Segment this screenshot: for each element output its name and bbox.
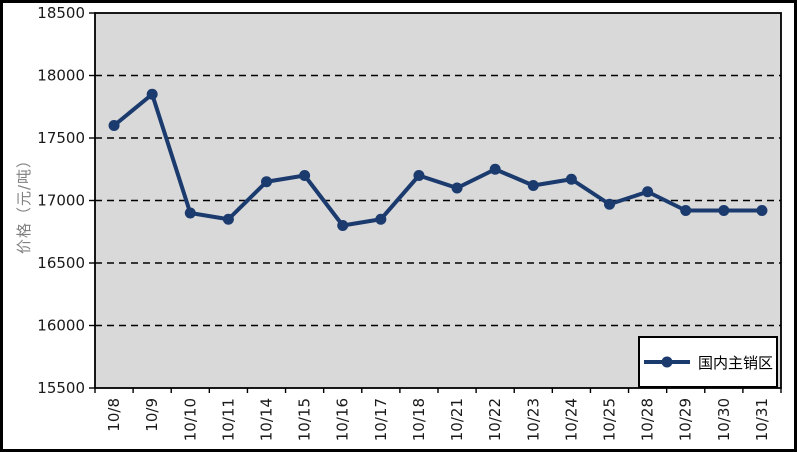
data-point-marker [299, 170, 311, 181]
x-tick-label: 10/25 [601, 398, 619, 441]
x-tick-label: 10/31 [753, 398, 771, 441]
y-tick-label: 17500 [37, 129, 85, 147]
price-line-chart: 15500 16000 16500 17000 17500 18000 18500 10/8 1… [37, 4, 782, 441]
x-tick-label: 10/16 [334, 398, 352, 441]
x-tick-label: 10/17 [372, 398, 390, 441]
x-tick-label: 10/29 [677, 398, 695, 441]
data-point-marker [642, 186, 654, 198]
x-tick-label: 10/24 [562, 398, 580, 441]
y-tick-label: 18000 [37, 67, 85, 85]
data-point-marker [108, 120, 120, 131]
data-point-marker [527, 180, 539, 191]
data-point-marker [222, 213, 234, 225]
x-tick-label: 10/10 [181, 398, 199, 441]
x-tick-label: 10/21 [448, 398, 466, 441]
data-point-marker [565, 173, 577, 185]
y-tick-label: 16000 [37, 317, 85, 335]
y-tick-label: 15500 [37, 379, 85, 397]
legend: 国内主销区 [638, 336, 778, 388]
x-tick-label: 10/28 [639, 398, 657, 441]
x-tick-label: 10/9 [143, 398, 161, 432]
x-tick-label: 10/22 [486, 398, 504, 441]
y-tick-label: 17000 [37, 192, 85, 210]
legend-label: 国内主销区 [697, 353, 773, 372]
data-point-marker [718, 205, 730, 216]
x-tick-label: 10/18 [410, 398, 428, 441]
data-point-marker [680, 205, 692, 216]
x-tick-label: 10/8 [105, 398, 123, 432]
x-tick-label: 10/23 [524, 398, 542, 441]
x-tick-label: 10/11 [219, 398, 237, 441]
data-point-marker [146, 88, 158, 100]
data-point-marker [756, 205, 768, 216]
legend-line-marker-icon [643, 356, 690, 368]
data-point-marker [184, 207, 196, 219]
series-line [112, 92, 762, 228]
x-tick-label: 10/14 [258, 398, 276, 441]
y-tick-label: 16500 [37, 254, 85, 272]
data-point-marker [489, 163, 501, 175]
data-point-marker [337, 220, 349, 231]
data-point-marker [604, 198, 615, 210]
data-point-marker [413, 170, 425, 181]
x-tick-label: 10/30 [715, 398, 733, 441]
y-tick-label: 18500 [37, 4, 85, 22]
y-axis-title: 价格（元/吨） [15, 151, 33, 255]
data-point-marker [261, 176, 272, 188]
x-tick-label: 10/15 [296, 398, 314, 441]
data-point-marker [375, 213, 387, 225]
data-point-marker [451, 182, 463, 194]
